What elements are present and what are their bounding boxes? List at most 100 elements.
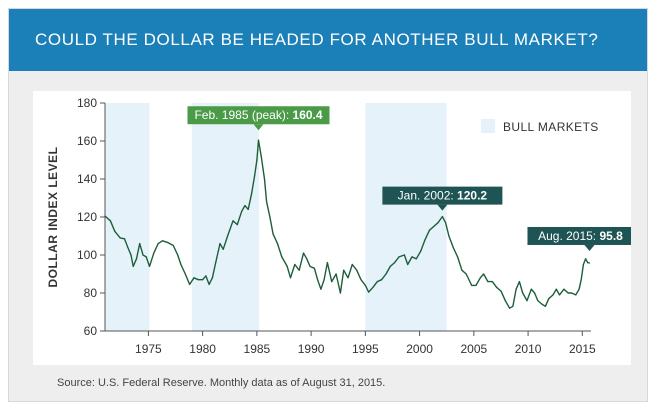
data-point-43 <box>266 201 268 203</box>
data-point-105 <box>518 281 521 283</box>
data-point-39 <box>256 159 258 161</box>
data-point-61 <box>335 273 337 275</box>
y-axis-label: DOLLAR INDEX LEVEL <box>46 146 60 287</box>
data-point-47 <box>281 256 283 258</box>
x-tick-label-1990: 1990 <box>298 342 325 356</box>
data-point-33 <box>236 224 238 226</box>
data-point-123 <box>582 263 585 266</box>
annotation-text-2: Jan. 2002: <box>398 189 457 203</box>
data-point-27 <box>211 277 213 279</box>
data-point-90 <box>456 256 459 258</box>
data-point-62 <box>339 292 342 294</box>
annotation-label-1: Feb. 1985 (peak): 160.4 <box>194 108 322 122</box>
data-point-68 <box>364 284 366 286</box>
data-point-88 <box>448 235 450 237</box>
y-tick-label-60: 60 <box>84 324 98 338</box>
data-point-107 <box>526 300 528 302</box>
data-point-78 <box>407 263 409 266</box>
data-point-56 <box>317 279 319 281</box>
data-point-42 <box>263 178 266 180</box>
data-point-94 <box>475 284 477 286</box>
data-point-38 <box>254 174 256 176</box>
x-tick-label-1975: 1975 <box>135 342 162 356</box>
data-point-110 <box>537 300 539 302</box>
data-point-101 <box>504 300 506 302</box>
data-point-53 <box>306 258 308 260</box>
data-point-24 <box>202 279 204 281</box>
data-point-85 <box>437 222 439 224</box>
data-point-48 <box>286 265 288 267</box>
data-point-125 <box>587 262 589 264</box>
data-point-23 <box>197 279 199 281</box>
data-point-22 <box>193 277 195 279</box>
data-point-63 <box>343 269 345 271</box>
annotation-value-3: 95.8 <box>599 229 623 243</box>
data-point-92 <box>465 273 467 275</box>
annotation-box-2 <box>382 186 503 205</box>
data-point-34 <box>241 210 243 212</box>
data-point-104 <box>515 288 517 290</box>
data-point-80 <box>415 258 417 260</box>
annotation-value-2: 120.2 <box>457 189 487 203</box>
data-point-5 <box>127 246 129 248</box>
x-tick-label-1980: 1980 <box>189 342 216 356</box>
x-tick-label-2010: 2010 <box>515 342 542 356</box>
data-point-37 <box>250 193 253 195</box>
plot-area: 60 80 100 120 140 160 180 1975 1980 1985 1990 1995 2… <box>33 91 631 365</box>
chart-card: COULD THE DOLLAR BE HEADED FOR ANOTHER B… <box>8 8 648 402</box>
y-tick-label-80: 80 <box>84 286 98 300</box>
legend-swatch <box>481 119 495 133</box>
data-point-126 <box>588 262 591 264</box>
data-point-29 <box>219 243 221 245</box>
data-point-83 <box>428 229 430 231</box>
chart-title: COULD THE DOLLAR BE HEADED FOR ANOTHER B… <box>9 9 647 71</box>
data-point-82 <box>424 239 426 241</box>
data-point-108 <box>530 288 532 290</box>
x-tick-label-2000: 2000 <box>406 342 433 356</box>
data-point-118 <box>567 292 569 294</box>
data-point-12 <box>148 265 151 267</box>
x-tick-label-1985: 1985 <box>244 342 271 356</box>
data-point-17 <box>172 244 174 247</box>
data-point-28 <box>215 262 217 264</box>
data-point-11 <box>145 256 147 258</box>
data-point-18 <box>177 254 179 256</box>
data-point-121 <box>578 288 580 290</box>
data-point-0 <box>104 215 106 217</box>
data-point-49 <box>289 277 292 279</box>
data-point-99 <box>496 286 498 288</box>
data-point-93 <box>471 284 473 286</box>
x-tick-label-1995: 1995 <box>352 342 379 356</box>
annotation-box-1 <box>187 106 330 125</box>
data-point-91 <box>461 269 463 271</box>
data-point-30 <box>222 248 224 250</box>
data-point-7 <box>132 265 134 267</box>
data-point-9 <box>139 243 141 245</box>
data-point-26 <box>208 283 210 286</box>
dollar-index-chart: 60 80 100 120 140 160 180 1975 1980 1985 1990 1995 2… <box>46 96 631 356</box>
source-note: Source: U.S. Federal Reserve. Monthly da… <box>57 377 386 389</box>
data-point-97 <box>487 281 489 283</box>
data-point-120 <box>575 294 577 296</box>
y-tick-label-160: 160 <box>77 134 97 148</box>
data-point-119 <box>570 292 573 294</box>
data-point-45 <box>272 233 274 235</box>
data-point-16 <box>167 242 169 244</box>
data-point-81 <box>420 250 422 252</box>
data-point-4 <box>123 238 126 240</box>
data-point-116 <box>558 294 561 296</box>
data-point-21 <box>189 283 191 286</box>
data-point-76 <box>398 256 400 258</box>
data-point-117 <box>563 288 565 290</box>
data-point-67 <box>360 279 362 281</box>
data-point-95 <box>479 277 481 279</box>
data-point-77 <box>403 254 406 256</box>
data-point-72 <box>381 279 383 281</box>
data-point-113 <box>548 298 550 300</box>
data-point-8 <box>135 258 138 260</box>
data-point-109 <box>533 292 536 294</box>
bull-market-band-3 <box>365 103 447 331</box>
data-point-51 <box>298 269 300 271</box>
data-point-86 <box>441 216 443 218</box>
data-point-25 <box>205 275 207 277</box>
